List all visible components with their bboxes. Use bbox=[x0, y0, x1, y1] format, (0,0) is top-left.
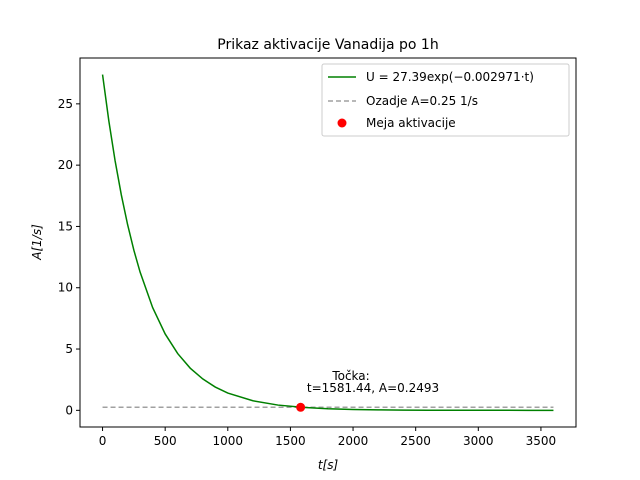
y-tick-label: 20 bbox=[58, 158, 73, 172]
y-tick-label: 25 bbox=[58, 97, 73, 111]
legend-label-limit: Meja aktivacije bbox=[366, 116, 456, 130]
y-tick-label: 10 bbox=[58, 281, 73, 295]
axes-frame bbox=[79, 57, 577, 428]
x-tick-label: 3500 bbox=[526, 434, 557, 448]
x-tick-label: 1000 bbox=[213, 434, 244, 448]
annotation-line-2: t=1581.44, A=0.2493 bbox=[307, 381, 439, 395]
legend: U = 27.39exp(−0.002971·t) Ozadje A=0.25 … bbox=[321, 63, 570, 137]
y-tick-label: 15 bbox=[58, 219, 73, 233]
x-tick-label: 0 bbox=[99, 434, 107, 448]
x-tick-label: 2000 bbox=[338, 434, 369, 448]
axis-ticks: 0 500 1000 1500 2000 2500 3000 3500 0 5 10 15 20 25 bbox=[58, 97, 556, 448]
x-tick-label: 3000 bbox=[463, 434, 494, 448]
legend-label-background: Ozadje A=0.25 1/s bbox=[366, 94, 478, 108]
activation-limit-point bbox=[296, 402, 306, 412]
legend-swatch-limit bbox=[337, 118, 347, 128]
y-axis-label: A[1/s] bbox=[30, 224, 44, 261]
x-tick-label: 2500 bbox=[400, 434, 431, 448]
annotation-line-1: Točka: bbox=[331, 369, 369, 383]
chart-title: Prikaz aktivacije Vanadija po 1h bbox=[217, 37, 438, 53]
x-tick-label: 1500 bbox=[275, 434, 306, 448]
legend-label-fit: U = 27.39exp(−0.002971·t) bbox=[366, 70, 534, 84]
decay-curve bbox=[101, 74, 554, 412]
plot-area bbox=[101, 74, 554, 412]
legend-box bbox=[321, 63, 570, 137]
x-tick-label: 500 bbox=[154, 434, 177, 448]
y-tick-label: 0 bbox=[65, 403, 73, 417]
point-annotation: Točka: t=1581.44, A=0.2493 bbox=[307, 369, 439, 395]
y-tick-label: 5 bbox=[65, 342, 73, 356]
x-axis-label: t[s] bbox=[318, 458, 339, 472]
